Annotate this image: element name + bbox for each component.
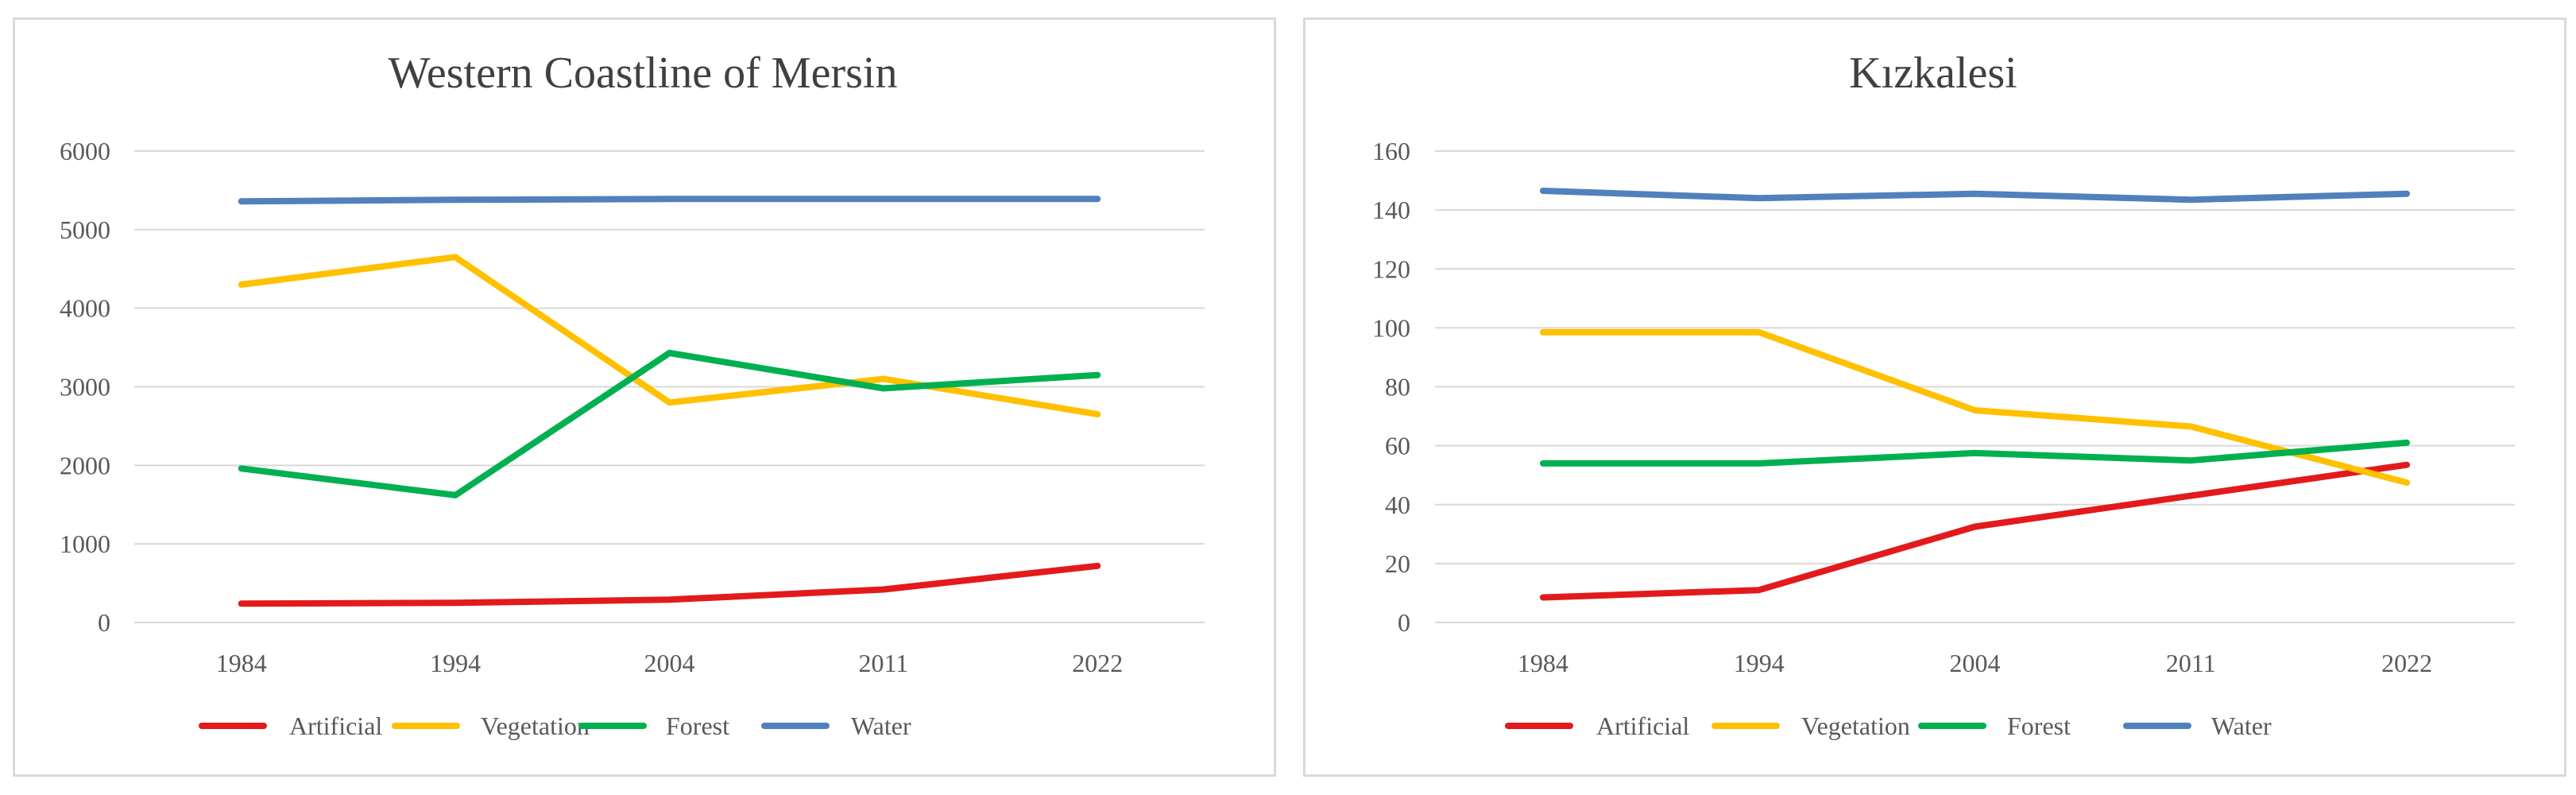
y-tick-label: 60 bbox=[1385, 432, 1410, 460]
legend-label-water: Water bbox=[2211, 712, 2272, 740]
chart-title: Western Coastline of Mersin bbox=[389, 48, 898, 98]
x-tick-label: 1984 bbox=[216, 649, 267, 677]
series-line-water bbox=[1539, 188, 2411, 204]
x-tick-label: 2022 bbox=[1072, 649, 1123, 677]
legend-label-vegetation: Vegetation bbox=[1801, 712, 1910, 740]
x-tick-label: 2011 bbox=[858, 649, 908, 677]
series-line-forest bbox=[238, 350, 1101, 498]
series-line-artificial bbox=[1539, 461, 2411, 601]
y-tick-label: 6000 bbox=[60, 137, 110, 165]
series-line-artificial bbox=[238, 562, 1101, 607]
y-tick-label: 1000 bbox=[60, 529, 110, 558]
y-tick-label: 40 bbox=[1385, 491, 1410, 519]
y-tick-label: 160 bbox=[1372, 137, 1410, 165]
line-chart-kizkalesi: Kızkalesi 0 20 40 60 80 100 120 140 160 1984 1994 20… bbox=[1372, 48, 2515, 740]
y-tick-label: 0 bbox=[1398, 608, 1410, 637]
y-tick-label: 3000 bbox=[60, 373, 110, 401]
chart-title: Kızkalesi bbox=[1849, 48, 2017, 98]
series-line-forest bbox=[1539, 439, 2411, 467]
y-tick-label: 4000 bbox=[60, 294, 110, 323]
chart-panel-western-coastline: Western Coastline of Mersin 0 1000 2000 3000… bbox=[13, 17, 1276, 777]
legend-label-artificial: Artificial bbox=[289, 712, 382, 740]
y-tick-label: 0 bbox=[98, 608, 110, 637]
legend-label-forest: Forest bbox=[2007, 712, 2071, 740]
y-tick-label: 80 bbox=[1385, 373, 1410, 401]
legend-label-forest: Forest bbox=[666, 712, 729, 740]
y-tick-label: 5000 bbox=[60, 215, 110, 244]
y-tick-label: 2000 bbox=[60, 451, 110, 479]
legend-label-artificial: Artificial bbox=[1596, 712, 1689, 740]
x-tick-label: 2004 bbox=[644, 649, 695, 677]
legend-label-vegetation: Vegetation bbox=[481, 712, 590, 740]
x-tick-label: 2011 bbox=[2166, 649, 2216, 677]
x-tick-label: 1994 bbox=[430, 649, 481, 677]
series-line-vegetation bbox=[238, 254, 1101, 418]
x-tick-label: 2022 bbox=[2381, 649, 2432, 677]
x-tick-label: 2004 bbox=[1950, 649, 2001, 677]
x-tick-label: 1994 bbox=[1734, 649, 1785, 677]
y-tick-label: 20 bbox=[1385, 549, 1410, 578]
y-tick-label: 140 bbox=[1372, 196, 1410, 224]
chart-panel-kizkalesi: Kızkalesi 0 20 40 60 80 100 120 140 160 1984 1994 20… bbox=[1303, 17, 2566, 777]
series-line-vegetation bbox=[1539, 328, 2411, 486]
x-tick-label: 1984 bbox=[1518, 649, 1568, 677]
line-chart-western-coastline: Western Coastline of Mersin 0 1000 2000 3000… bbox=[60, 48, 1205, 740]
series-line-water bbox=[238, 196, 1101, 205]
legend-label-water: Water bbox=[851, 712, 911, 740]
y-tick-label: 120 bbox=[1372, 254, 1410, 283]
y-tick-label: 100 bbox=[1372, 313, 1410, 342]
